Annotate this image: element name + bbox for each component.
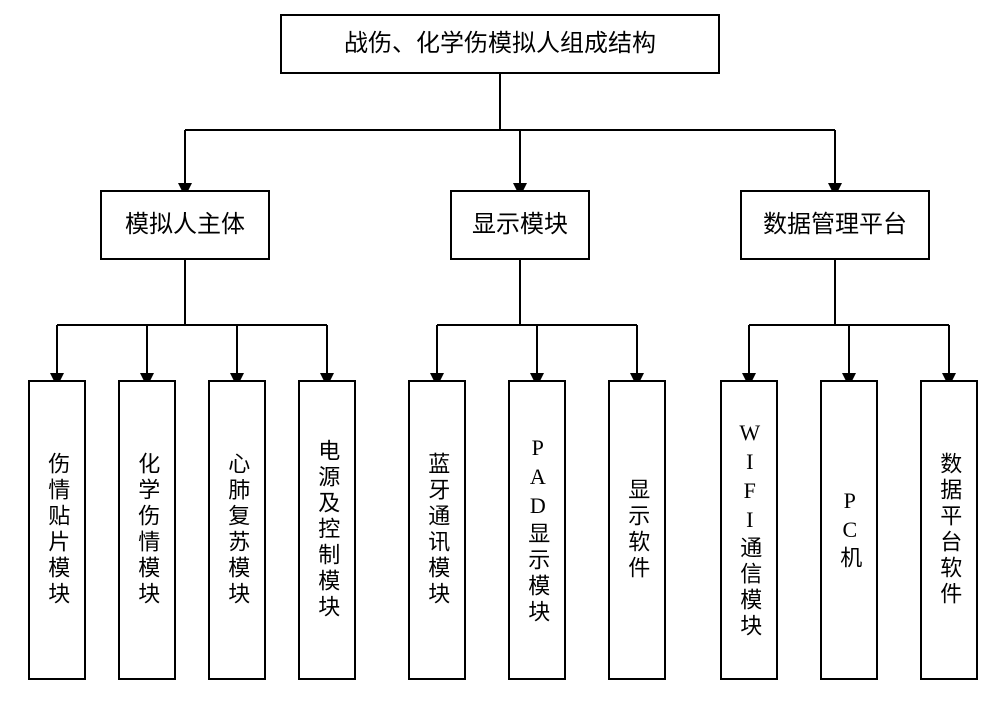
mid-node-simulator-body: 模拟人主体 (100, 190, 270, 260)
leaf-chemical-injury: 化学伤情模块 (118, 380, 176, 680)
diagram-canvas: 战伤、化学伤模拟人组成结构 模拟人主体 显示模块 数据管理平台 伤情贴片模块 化… (0, 0, 1000, 717)
mid-node-display-module: 显示模块 (450, 190, 590, 260)
leaf-pc: PC机 (820, 380, 878, 680)
leaf-data-software: 数据平台软件 (920, 380, 978, 680)
mid-node-data-platform: 数据管理平台 (740, 190, 930, 260)
leaf-power-control: 电源及控制模块 (298, 380, 356, 680)
leaf-display-software: 显示软件 (608, 380, 666, 680)
leaf-pad-display: PAD显示模块 (508, 380, 566, 680)
leaf-cpr-module: 心肺复苏模块 (208, 380, 266, 680)
leaf-bluetooth: 蓝牙通讯模块 (408, 380, 466, 680)
leaf-wifi-module: WIFI通信模块 (720, 380, 778, 680)
leaf-injury-patch: 伤情贴片模块 (28, 380, 86, 680)
root-node: 战伤、化学伤模拟人组成结构 (280, 14, 720, 74)
